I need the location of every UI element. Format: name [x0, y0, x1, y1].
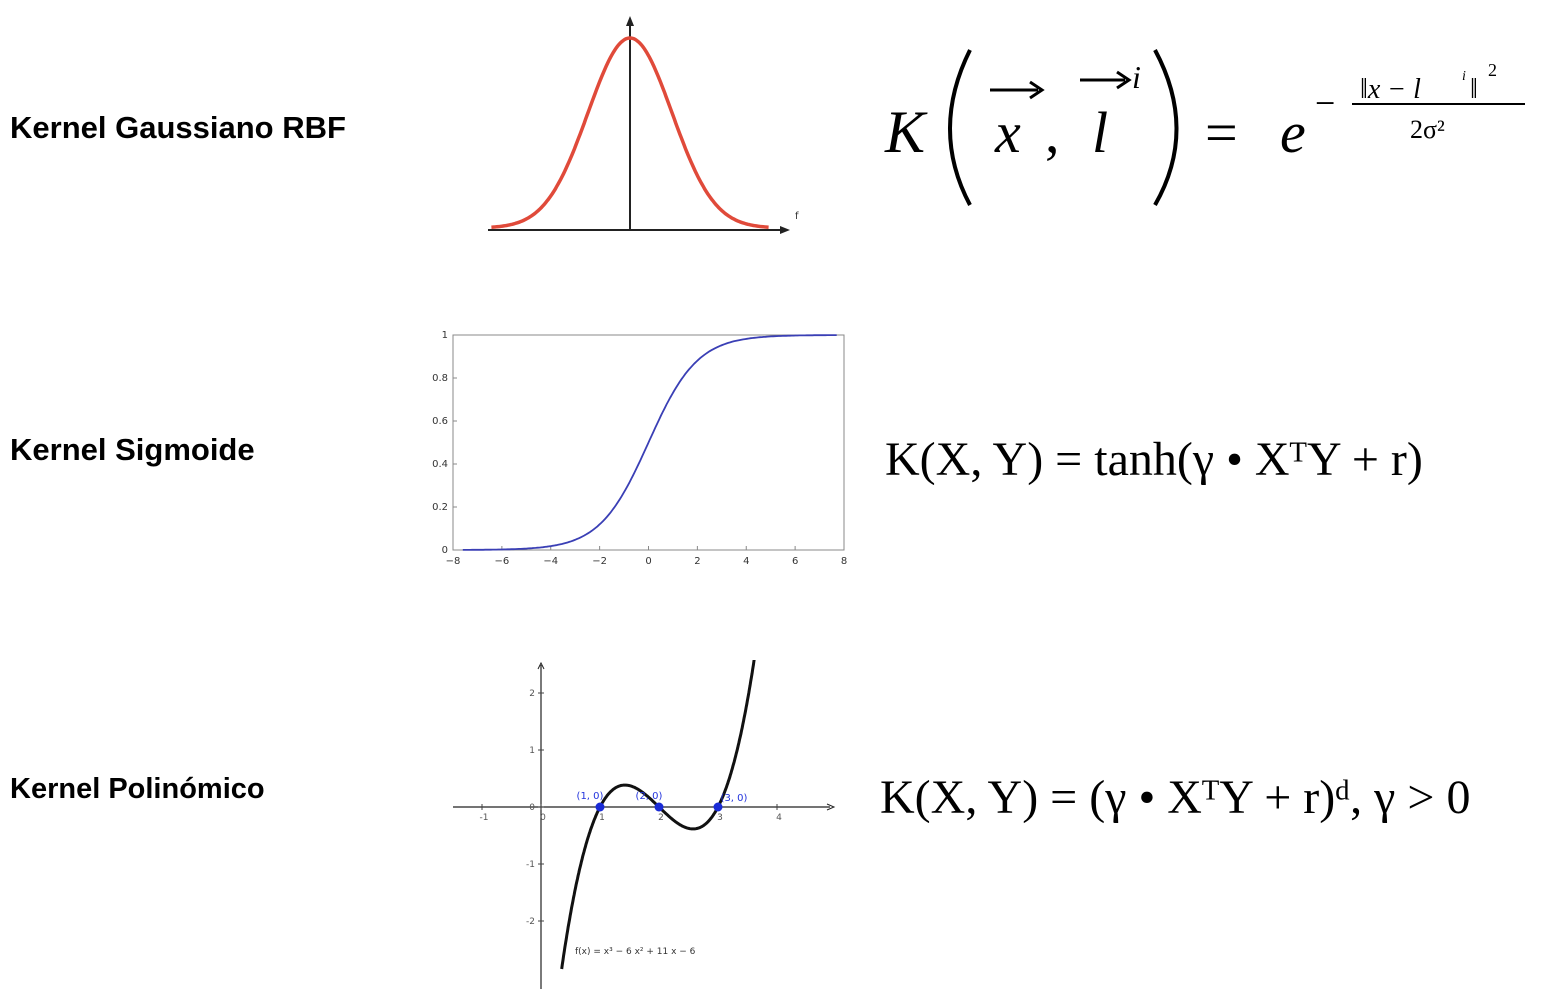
polynomial-axes: [453, 661, 836, 989]
root-label: (2, 0): [636, 791, 663, 802]
polynomial-x-arrow: [826, 803, 836, 811]
formula-square: 2: [1488, 60, 1497, 80]
formula-e: e: [1280, 100, 1306, 165]
sigmoid-y-tick-label: 0.6: [432, 416, 448, 427]
gaussian-chart: f: [488, 16, 799, 234]
sigmoid-curve: [462, 334, 837, 551]
root-point: [654, 802, 664, 812]
sigmoid-x-tick-label: −8: [446, 556, 461, 567]
formula-superscript-i: i: [1132, 59, 1141, 95]
polynomial-y-arrow: [537, 661, 545, 670]
polynomial-y-ticks: 2 1 0 -1 -2: [526, 689, 544, 927]
sigmoid-chart: −8 −6 −4 −2 0 2 4 6 8 0 0.2 0.4 0.6 0.8 1: [432, 330, 847, 567]
formula-equals: =: [1205, 100, 1238, 165]
polynomial-roots: (1, 0) (2, 0) (3, 0): [577, 791, 748, 812]
polynomial-kernel-label: Kernel Polinómico: [10, 773, 265, 805]
root-point: [595, 802, 605, 812]
gaussian-axes: [488, 16, 790, 234]
formula-denominator: 2σ²: [1410, 115, 1445, 144]
left-paren: [948, 49, 972, 206]
x-arrow-head: [1029, 80, 1045, 100]
sigmoid-x-tick-label: 4: [743, 556, 749, 567]
formula-comma: ,: [1045, 100, 1060, 165]
gaussian-curve: [491, 36, 769, 229]
formula-l: l: [1092, 100, 1108, 165]
sigmoid-x-tick-label: 2: [694, 556, 700, 567]
polynomial-y-tick-label: 2: [529, 689, 535, 699]
root-point: [713, 802, 723, 812]
rbf-kernel-label: Kernel Gaussiano RBF: [10, 110, 346, 145]
polynomial-x-tick-label: 2: [658, 813, 664, 823]
rbf-formula: K x , l i = e − ‖x − l i ‖ 2 2σ²: [884, 49, 1525, 206]
root-label: (1, 0): [577, 791, 604, 802]
polynomial-y-tick-label: 0: [529, 803, 535, 813]
gaussian-x-axis-label: f: [795, 211, 799, 222]
gaussian-x-arrow: [780, 226, 790, 234]
formula-numerator: ‖x − l: [1360, 74, 1421, 105]
sigmoid-formula: K(X, Y) = tanh(γ • XᵀY + r): [885, 433, 1423, 486]
gaussian-y-arrow: [626, 16, 634, 26]
sigmoid-y-tick-label: 0.4: [432, 459, 448, 470]
right-paren: [1153, 49, 1179, 206]
sigmoid-y-tick-label: 0.8: [432, 373, 448, 384]
polynomial-x-tick-label: 0: [540, 813, 546, 823]
sigmoid-x-tick-label: 8: [841, 556, 847, 567]
formula-K: K: [884, 99, 928, 165]
polynomial-function-label: f(x) = x³ − 6 x² + 11 x − 6: [575, 947, 696, 957]
polynomial-x-tick-label: 3: [717, 813, 723, 823]
polynomial-y-tick-label: 1: [529, 746, 535, 756]
polynomial-formula-text: K(X, Y) = (γ • XᵀY + r)ᵈ, γ > 0: [880, 771, 1470, 824]
root-label: (3, 0): [721, 793, 748, 804]
polynomial-y-tick-label: -1: [526, 860, 535, 870]
sigmoid-y-tick-label: 0: [442, 545, 448, 556]
polynomial-x-tick-label: -1: [480, 813, 489, 823]
sigmoid-x-ticks: −8 −6 −4 −2 0 2 4 6 8: [446, 546, 847, 567]
formula-numerator-close: ‖: [1470, 74, 1478, 105]
sigmoid-x-tick-label: −4: [543, 556, 558, 567]
polynomial-formula: K(X, Y) = (γ • XᵀY + r)ᵈ, γ > 0: [880, 771, 1470, 824]
sigmoid-x-tick-label: 6: [792, 556, 798, 567]
sigmoid-y-tick-label: 1: [442, 330, 448, 341]
polynomial-x-tick-label: 1: [599, 813, 605, 823]
formula-x: x: [994, 100, 1021, 165]
sigmoid-y-tick-label: 0.2: [432, 502, 448, 513]
sigmoid-formula-text: K(X, Y) = tanh(γ • XᵀY + r): [885, 433, 1423, 486]
polynomial-chart: -1 0 1 2 3 4 2 1 0 -1 -2 (1, 0) (2, 0) (3, 0) f(x) …: [453, 660, 836, 989]
polynomial-y-tick-label: -2: [526, 917, 535, 927]
l-arrow-head: [1116, 70, 1132, 90]
sigmoid-x-tick-label: −2: [592, 556, 607, 567]
sigmoid-y-ticks: 0 0.2 0.4 0.6 0.8 1: [432, 330, 457, 556]
formula-numerator-i: i: [1462, 69, 1466, 84]
formula-minus: −: [1315, 83, 1335, 123]
polynomial-x-tick-label: 4: [776, 813, 782, 823]
sigmoid-x-tick-label: 0: [645, 556, 651, 567]
sigmoid-kernel-label: Kernel Sigmoide: [10, 432, 255, 467]
sigmoid-x-tick-label: −6: [495, 556, 510, 567]
